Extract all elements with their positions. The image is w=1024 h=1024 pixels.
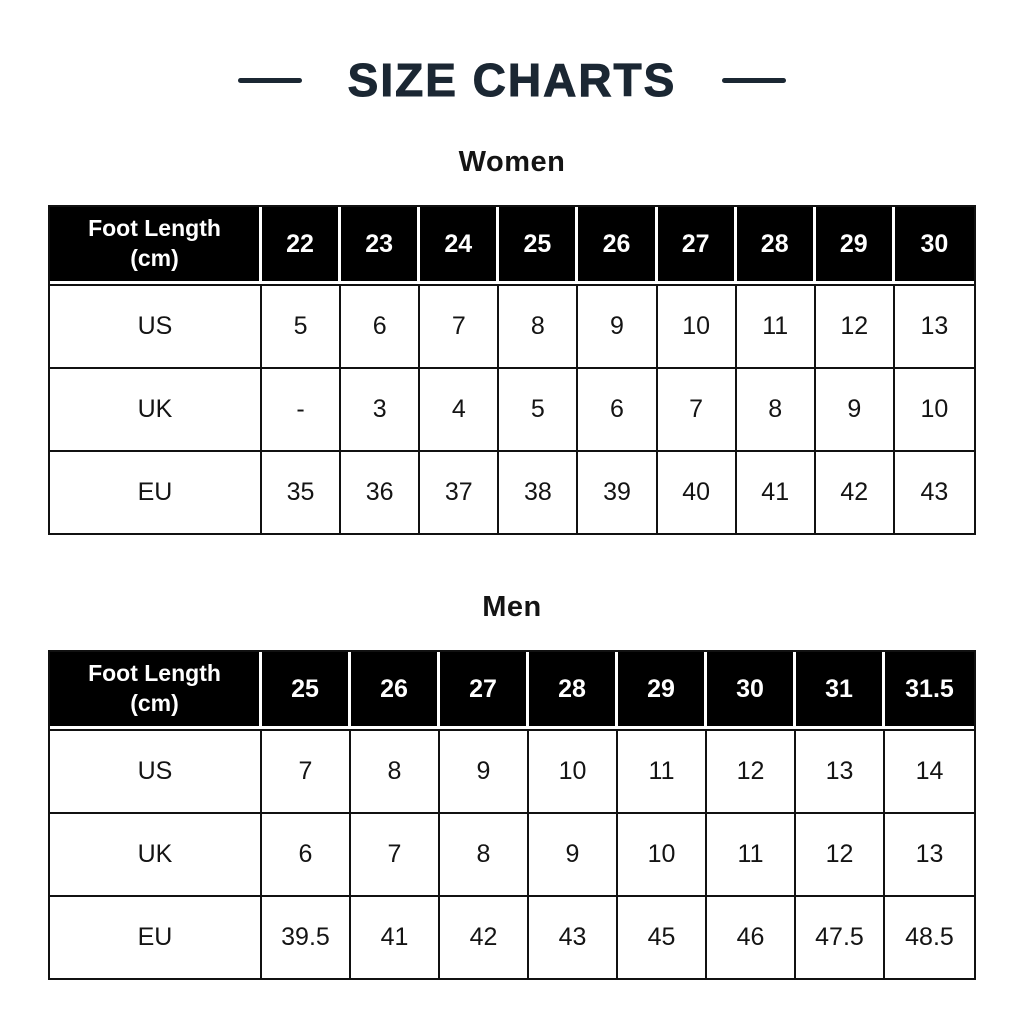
- data-cell: 5: [499, 367, 579, 451]
- data-cell: 9: [578, 284, 658, 368]
- table-row: EU 39.5 41 42 43 45 46 47.5 48.5: [50, 895, 974, 979]
- data-cell: 39: [578, 450, 658, 534]
- data-cell: 7: [420, 284, 500, 368]
- data-cell: 13: [796, 729, 885, 813]
- data-cell: 40: [657, 450, 737, 534]
- data-cell: 41: [351, 895, 440, 979]
- data-cell: 5: [262, 284, 342, 368]
- women-size-table-grid: Foot Length (cm) 22 23 24 25 26 27 28 29 30 US 5 6 7 8…: [48, 205, 976, 536]
- data-cell: 39.5: [262, 895, 351, 979]
- table-row: UK -3 4 5 6 7 8 9 10: [50, 367, 974, 451]
- column-header-cell: 27: [657, 207, 737, 285]
- table-row: US 7 8 9 10 11 12 13 14: [50, 729, 974, 813]
- column-header-cell: 22: [262, 207, 342, 285]
- title-rule-left: [237, 77, 302, 83]
- data-cell: 8: [499, 284, 579, 368]
- data-cell: 10: [529, 729, 618, 813]
- data-cell: 43: [529, 895, 618, 979]
- column-header-cell: 28: [529, 652, 618, 730]
- title-rule-right: [722, 77, 787, 83]
- section-title-men: Men: [482, 591, 542, 624]
- row-label-cell: US: [50, 284, 262, 368]
- data-cell: 41: [736, 450, 816, 534]
- data-cell: 14: [885, 729, 974, 813]
- data-cell: 9: [815, 367, 895, 451]
- data-cell: 11: [618, 729, 707, 813]
- data-cell: 12: [707, 729, 796, 813]
- data-cell: 46: [707, 895, 796, 979]
- data-cell: 43: [894, 450, 974, 534]
- row-label-cell: EU: [50, 450, 262, 534]
- data-cell: 9: [529, 812, 618, 896]
- row-label-cell: US: [50, 729, 262, 813]
- column-header-cell: 25: [262, 652, 351, 730]
- data-cell: 42: [815, 450, 895, 534]
- data-cell: 12: [796, 812, 885, 896]
- column-header-cell: 30: [894, 207, 974, 285]
- data-cell: 35: [262, 450, 342, 534]
- men-size-table: Foot Length (cm) 25 26 27 28 29 30 31 31.5 US 7 8 9 1…: [0, 650, 1024, 981]
- header-row: Foot Length (cm) 22 23 24 25 26 27 28 29 30: [50, 207, 974, 285]
- data-cell: 13: [885, 812, 974, 896]
- column-header-cell: 29: [815, 207, 895, 285]
- column-header-cell: 31.5: [885, 652, 974, 730]
- data-cell: 8: [351, 729, 440, 813]
- data-cell: 10: [657, 284, 737, 368]
- column-header-cell: 26: [351, 652, 440, 730]
- column-header-cell: 25: [499, 207, 579, 285]
- table-row: US 5 6 7 8 9 10 11 12 13: [50, 284, 974, 368]
- row-label-cell: EU: [50, 895, 262, 979]
- corner-header-cell: Foot Length (cm): [50, 652, 262, 730]
- column-header-cell: 26: [578, 207, 658, 285]
- data-cell: 7: [657, 367, 737, 451]
- data-cell: 37: [420, 450, 500, 534]
- data-cell: 8: [736, 367, 816, 451]
- data-cell: 10: [894, 367, 974, 451]
- column-header-cell: 30: [707, 652, 796, 730]
- data-cell: 4: [420, 367, 500, 451]
- data-cell: 6: [262, 812, 351, 896]
- data-cell: 36: [341, 450, 421, 534]
- header-row: Foot Length (cm) 25 26 27 28 29 30 31 31.5: [50, 652, 974, 730]
- data-cell: 11: [736, 284, 816, 368]
- column-header-cell: 27: [440, 652, 529, 730]
- data-cell: 8: [440, 812, 529, 896]
- data-cell: 7: [351, 812, 440, 896]
- women-size-table: Foot Length (cm) 22 23 24 25 26 27 28 29 30 US 5 6 7 8…: [0, 205, 1024, 536]
- row-label-cell: UK: [50, 812, 262, 896]
- data-cell: 3: [341, 367, 421, 451]
- corner-header-cell: Foot Length (cm): [50, 207, 262, 285]
- column-header-cell: 24: [420, 207, 500, 285]
- data-cell: 9: [440, 729, 529, 813]
- data-cell: 6: [341, 284, 421, 368]
- section-title-women: Women: [458, 146, 566, 179]
- row-label-cell: UK: [50, 367, 262, 451]
- data-cell: 12: [815, 284, 895, 368]
- data-cell: 38: [499, 450, 579, 534]
- data-cell: 13: [894, 284, 974, 368]
- data-cell: 7: [262, 729, 351, 813]
- data-cell: 11: [707, 812, 796, 896]
- column-header-cell: 23: [341, 207, 421, 285]
- data-cell: 42: [440, 895, 529, 979]
- data-cell: 6: [578, 367, 658, 451]
- page-title: SIZE CHARTS: [347, 54, 677, 106]
- data-cell: -: [262, 367, 342, 451]
- data-cell: 48.5: [885, 895, 974, 979]
- men-size-table-grid: Foot Length (cm) 25 26 27 28 29 30 31 31.5 US 7 8 9 1…: [48, 650, 976, 981]
- column-header-cell: 31: [796, 652, 885, 730]
- data-cell: 47.5: [796, 895, 885, 979]
- data-cell: 10: [618, 812, 707, 896]
- column-header-cell: 28: [736, 207, 816, 285]
- table-row: EU 35 36 37 38 39 40 41 42 43: [50, 450, 974, 534]
- data-cell: 45: [618, 895, 707, 979]
- page-header: SIZE CHARTS: [0, 0, 1024, 106]
- table-row: UK 6 7 8 9 10 11 12 13: [50, 812, 974, 896]
- column-header-cell: 29: [618, 652, 707, 730]
